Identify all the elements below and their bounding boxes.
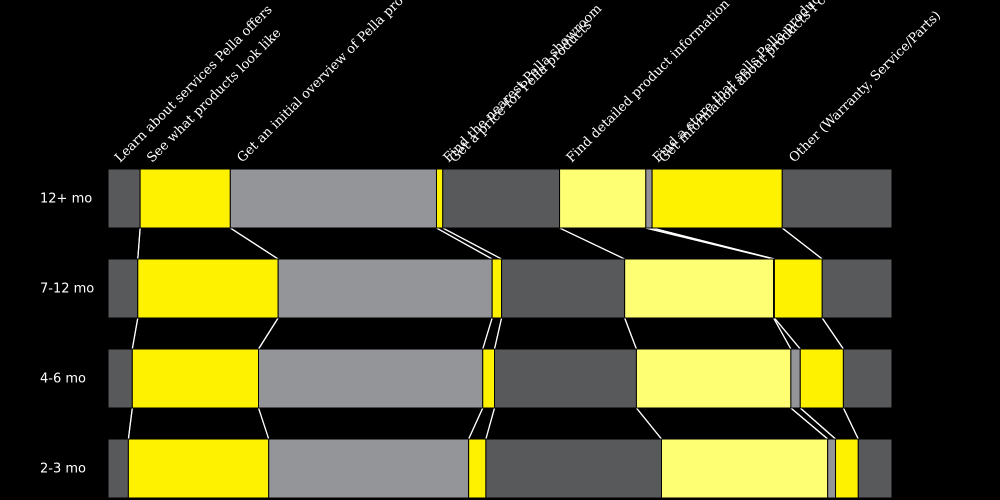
bar-segment-3-5 bbox=[661, 438, 829, 499]
bar-segment-3-3 bbox=[468, 438, 487, 499]
bar-segment-2-5 bbox=[635, 348, 792, 409]
bar-segment-3-1 bbox=[127, 438, 270, 499]
connector-line bbox=[257, 407, 270, 440]
connector-line bbox=[773, 317, 801, 350]
bar-segment-0-2 bbox=[229, 168, 437, 229]
connector-line bbox=[821, 317, 844, 350]
bar-segment-1-5 bbox=[624, 258, 775, 319]
category-label: Get information about products I current… bbox=[656, 0, 889, 166]
bar-segment-2-0 bbox=[107, 348, 133, 409]
bar-segment-2-6 bbox=[790, 348, 801, 409]
bar-segment-0-6 bbox=[645, 168, 653, 229]
row-label: 12+ mo bbox=[40, 192, 92, 207]
connector-line bbox=[773, 317, 792, 350]
connector-line bbox=[485, 407, 496, 440]
row-label: 2-3 mo bbox=[40, 462, 86, 477]
connector-line bbox=[137, 227, 141, 260]
connector-line bbox=[482, 317, 493, 350]
bar-segment-1-0 bbox=[107, 258, 139, 319]
bar-segment-2-2 bbox=[258, 348, 484, 409]
connector-line bbox=[781, 227, 823, 260]
row-labels: 12+ mo 7-12 mo 4-6 mo 2-3 mo bbox=[40, 192, 94, 477]
bar-rows bbox=[107, 168, 893, 499]
row-label: 4-6 mo bbox=[40, 372, 86, 387]
connector-line bbox=[436, 227, 493, 260]
bar-segment-3-6 bbox=[827, 438, 837, 499]
connector-line bbox=[842, 407, 859, 440]
connector-line bbox=[468, 407, 484, 440]
connector-line bbox=[229, 227, 279, 260]
connector-line bbox=[559, 227, 625, 260]
bar-segment-2-1 bbox=[131, 348, 260, 409]
bar-segment-0-5 bbox=[559, 168, 647, 229]
bar-segment-3-2 bbox=[268, 438, 470, 499]
bar-segment-3-8 bbox=[857, 438, 893, 499]
connector-lines bbox=[127, 227, 859, 440]
bar-segment-3-7 bbox=[835, 438, 859, 499]
bar-segment-3-4 bbox=[485, 438, 663, 499]
category-label: Other (Warranty, Service/Parts) bbox=[786, 8, 944, 166]
connector-line bbox=[651, 227, 775, 260]
connector-line bbox=[127, 407, 133, 440]
bar-segment-1-4 bbox=[501, 258, 626, 319]
bar-segment-2-4 bbox=[494, 348, 637, 409]
category-label: Get a price for Pella products bbox=[447, 18, 595, 166]
bar-segment-1-1 bbox=[137, 258, 279, 319]
bar-segment-3-0 bbox=[107, 438, 129, 499]
connector-line bbox=[131, 317, 139, 350]
bar-segment-0-7 bbox=[651, 168, 783, 229]
bar-segment-2-3 bbox=[482, 348, 496, 409]
bar-segment-1-3 bbox=[491, 258, 503, 319]
bar-segment-2-8 bbox=[842, 348, 893, 409]
connector-line bbox=[635, 407, 662, 440]
connector-line bbox=[493, 317, 503, 350]
bar-segment-0-3 bbox=[436, 168, 444, 229]
connector-line bbox=[624, 317, 637, 350]
bar-segment-1-8 bbox=[821, 258, 893, 319]
bar-segment-1-2 bbox=[277, 258, 493, 319]
connector-line bbox=[258, 317, 279, 350]
bar-segment-0-1 bbox=[139, 168, 231, 229]
bar-segment-0-0 bbox=[107, 168, 141, 229]
row-label: 7-12 mo bbox=[40, 282, 94, 297]
bar-segment-2-7 bbox=[799, 348, 844, 409]
bar-segment-0-8 bbox=[781, 168, 893, 229]
category-label: Get an initial overview of Pella product… bbox=[235, 0, 433, 166]
bar-segment-1-7 bbox=[773, 258, 823, 319]
connector-line bbox=[799, 407, 836, 440]
connector-line bbox=[790, 407, 829, 440]
bar-segment-0-4 bbox=[442, 168, 561, 229]
connector-line bbox=[442, 227, 502, 260]
